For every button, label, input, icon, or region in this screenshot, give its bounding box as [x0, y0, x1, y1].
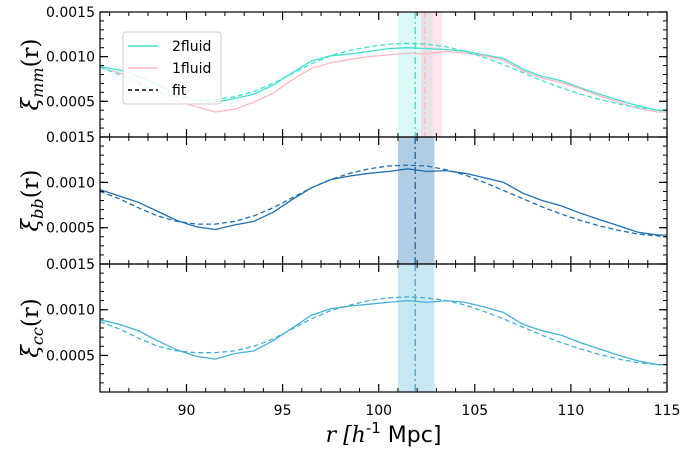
y-tick-label: 0.0015 [46, 5, 95, 21]
panel-cc: 0.0005 0.0010 0.0015 ξcc(r) [18, 257, 668, 393]
x-tick-label: 90 [178, 403, 196, 419]
panel-frame [99, 263, 668, 393]
y-tick-label: 0.0015 [46, 130, 95, 146]
legend: 2fluid 1fluid fit [122, 31, 222, 105]
x-tick-label: 100 [365, 403, 392, 419]
x-tick-label: 115 [654, 403, 681, 419]
y-tick-label: 0.0015 [46, 257, 95, 273]
y-tick-label: 0.0005 [46, 348, 95, 364]
series-line-bb-0 [100, 168, 667, 236]
x-tick-label: 95 [274, 403, 292, 419]
confidence-band [397, 137, 435, 264]
y-tick-label: 0.0010 [46, 175, 95, 191]
series-line-mm-2 [100, 42, 667, 112]
y-tick-label: 0.0005 [46, 94, 95, 110]
legend-label: 1fluid [172, 61, 211, 77]
x-tick-label: 110 [558, 403, 585, 419]
series-line-cc-1 [100, 296, 667, 367]
y-axis-label: ξcc(r) [18, 298, 47, 358]
panel-frame [99, 136, 668, 265]
confidence-band [397, 264, 435, 392]
panel-bb: 0.0005 0.0010 0.0015 ξbb(r) [18, 130, 668, 265]
y-axis-label: ξbb(r) [18, 169, 47, 231]
panel-plot-area [100, 264, 667, 392]
legend-label: fit [172, 83, 187, 99]
legend-label: 2fluid [172, 39, 211, 55]
y-tick-label: 0.0005 [46, 221, 95, 237]
x-axis-label: r [h-1 Mpc] [326, 419, 442, 448]
x-tick-label: 105 [461, 403, 488, 419]
y-tick-label: 0.0010 [46, 50, 95, 66]
series-line-mm-1 [100, 50, 667, 113]
panel-mm: 0.0005 0.0010 0.0015 ξmm(r) 2fluid 1fluid fit [18, 5, 668, 138]
y-axis-label: ξmm(r) [18, 39, 47, 111]
panel-plot-area [100, 137, 667, 264]
y-tick-label: 0.0010 [46, 303, 95, 319]
confidence-band [420, 12, 443, 137]
legend-box [122, 31, 222, 105]
series-line-cc-0 [100, 299, 667, 366]
series-line-bb-1 [100, 164, 667, 238]
